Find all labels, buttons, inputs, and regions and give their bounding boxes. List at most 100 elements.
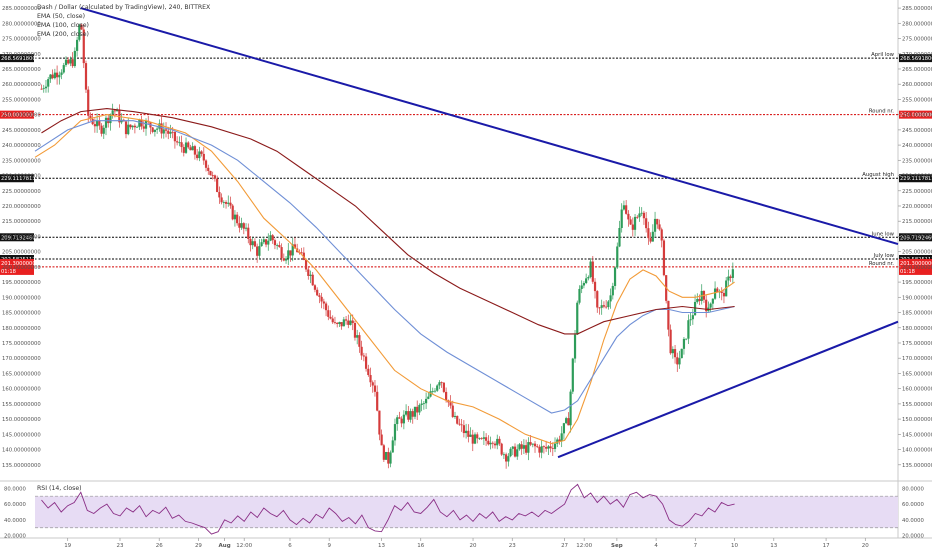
candle-body [605, 306, 608, 308]
candle-body [698, 298, 701, 302]
candle-body [465, 430, 468, 434]
candle-body [507, 456, 510, 462]
candle-body [211, 175, 214, 176]
level-tag-right [899, 110, 932, 119]
candle-body [82, 29, 85, 64]
candle-body [402, 414, 405, 424]
candle-body [589, 261, 592, 278]
rsi-tick-label: 80.0000 [902, 486, 925, 492]
candle-body [629, 219, 632, 225]
candle-body [449, 402, 452, 406]
candle-body [356, 335, 359, 338]
price-tick-label-left: 200.00000000 [2, 265, 41, 271]
candle-body [353, 323, 357, 338]
candle-body [220, 197, 223, 203]
candle-body [600, 305, 603, 308]
time-tick-label: 16 [417, 543, 424, 549]
rsi-tick-label-left: 40.0000 [4, 518, 27, 524]
candle-body [585, 278, 588, 284]
candle-body [384, 452, 388, 460]
candle-body [433, 390, 437, 392]
candle-body [389, 452, 392, 464]
candle-body [616, 246, 619, 268]
candle-body [442, 382, 445, 392]
candle-body [242, 223, 245, 229]
time-axis[interactable]: 19 23 26 29 Aug 12:00 6 9 13 16 20 23 27 12:00 Sep 4 7 10… [64, 538, 869, 549]
candle-body [404, 411, 408, 415]
rsi-tick-label: 40.0000 [902, 518, 925, 524]
level-tag-left [0, 110, 34, 119]
candle-body [729, 276, 732, 278]
candle-body [445, 391, 448, 401]
candles-layer [40, 23, 734, 469]
rsi-band [35, 496, 898, 528]
candle-body [602, 305, 606, 307]
candle-body [84, 63, 88, 90]
candle-body [431, 390, 434, 392]
candle-body [267, 240, 270, 245]
candle-body [620, 209, 623, 228]
candle-body [373, 385, 377, 392]
candle-body [636, 216, 639, 218]
candle-body [204, 160, 208, 168]
candle-body [311, 274, 314, 286]
candle-body [369, 375, 372, 383]
candle-body [496, 438, 499, 446]
candle-body [218, 192, 221, 198]
price-tick-label-left: 265.00000000 [2, 67, 41, 73]
candle-body [438, 382, 441, 386]
candle-body [78, 24, 81, 40]
candle-body [460, 424, 463, 426]
candle-body [705, 299, 708, 312]
candle-body [685, 338, 688, 340]
candle-body [413, 406, 417, 417]
candle-body [658, 224, 661, 230]
candle-body [116, 109, 119, 112]
price-tick-label: 135.00000000 [902, 463, 932, 469]
candle-body [269, 235, 272, 241]
candle-body [187, 142, 190, 148]
price-axis[interactable]: 135.00000000 135.00000000 140.00000000 140.… [2, 6, 932, 469]
price-tick-label-left: 210.00000000 [2, 234, 41, 240]
candle-body [193, 146, 197, 155]
candle-body [511, 446, 514, 449]
price-tick-label-left: 280.00000000 [2, 21, 41, 27]
candle-body [696, 298, 699, 302]
candle-body [427, 396, 430, 399]
candle-body [411, 411, 414, 417]
price-tick-label-left: 215.00000000 [2, 219, 41, 225]
candle-body [656, 218, 659, 225]
candle-body [518, 444, 521, 450]
candle-body [573, 334, 577, 359]
time-tick-label: Aug [219, 543, 231, 549]
candle-body [109, 114, 112, 124]
candle-body [596, 291, 599, 308]
candle-body [44, 86, 48, 89]
candle-body [580, 285, 583, 289]
candle-body [500, 443, 503, 455]
candle-body [111, 110, 114, 115]
candle-body [458, 423, 461, 425]
candle-body [469, 434, 472, 437]
candle-body [262, 239, 265, 243]
candle-body [342, 319, 345, 327]
level-tag-right [899, 233, 932, 242]
ema-line-0 [34, 114, 735, 445]
level-tag-right-text: 268.56918000 [900, 56, 932, 62]
price-tick-label-left: 230.00000000 [2, 174, 41, 180]
candle-body [571, 358, 574, 392]
candle-body [531, 443, 534, 445]
ema-100-label: EMA (100, close) [37, 22, 89, 29]
level-name: Round nr. [869, 261, 894, 267]
price-tick-label-left: 185.00000000 [2, 311, 41, 317]
current-price-label-left: 201.30000000 [1, 261, 39, 267]
candle-body [382, 445, 385, 460]
candle-body [560, 433, 563, 442]
candle-body [60, 72, 63, 75]
grid-layer [0, 0, 932, 539]
candle-body [509, 448, 512, 457]
candle-body [333, 322, 337, 324]
candle-body [429, 391, 432, 397]
candle-body [182, 147, 185, 153]
price-tick-label-left: 240.00000000 [2, 143, 41, 149]
